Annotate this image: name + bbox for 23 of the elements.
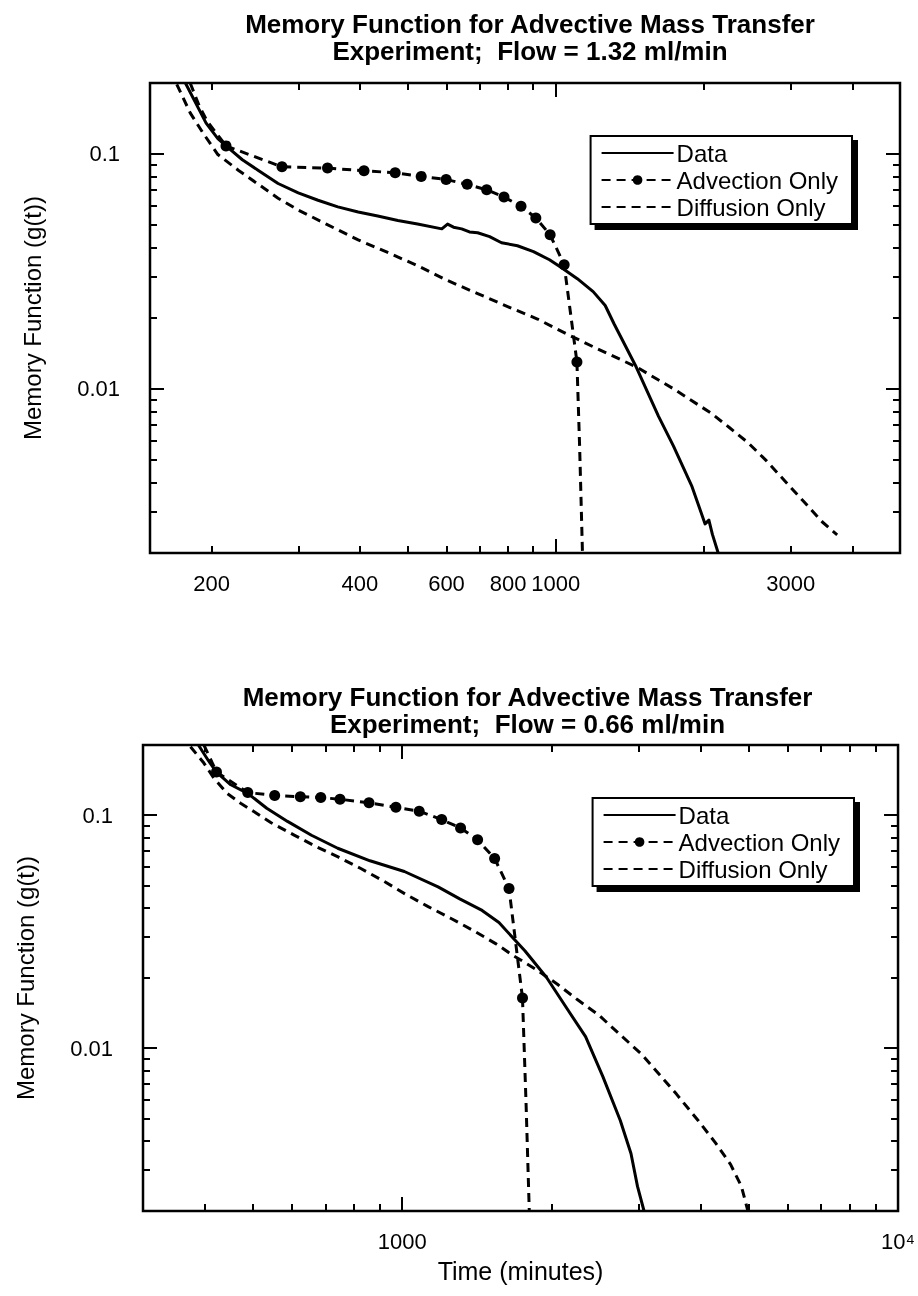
y-tick-label: 0.01 [77, 376, 120, 402]
legend-label: Data [676, 139, 728, 167]
x-tick-label: 10⁴ [881, 1228, 916, 1254]
legend-label: Diffusion Only [678, 855, 828, 883]
x-tick-label: 800 [489, 570, 527, 596]
y-axis-title: Memory Function (g(t)) [18, 195, 46, 441]
x-tick-label: 3000 [766, 570, 816, 596]
y-tick-label: 0.1 [82, 802, 113, 828]
x-tick-label: 400 [341, 570, 379, 596]
chart-title: Memory Function for Advective Mass Transfer Experiment; Flow = 0.66 ml/min [242, 681, 813, 739]
x-axis-title: Time (minutes) [437, 1256, 604, 1285]
y-axis-title: Memory Function (g(t)) [11, 855, 39, 1101]
legend-label: Advection Only [676, 166, 839, 194]
x-tick-label: 1000 [531, 570, 581, 596]
legend-label: Data [678, 801, 730, 829]
x-tick-label: 600 [428, 570, 465, 596]
legend-label: Diffusion Only [676, 193, 826, 221]
legend-label: Advection Only [678, 828, 841, 856]
y-tick-label: 0.1 [89, 141, 120, 167]
y-tick-label: 0.01 [70, 1035, 113, 1061]
x-tick-label: 1000 [377, 1228, 427, 1254]
x-tick-label: 200 [193, 570, 230, 596]
chart-title: Memory Function for Advective Mass Transfer Experiment; Flow = 1.32 ml/min [245, 8, 815, 66]
